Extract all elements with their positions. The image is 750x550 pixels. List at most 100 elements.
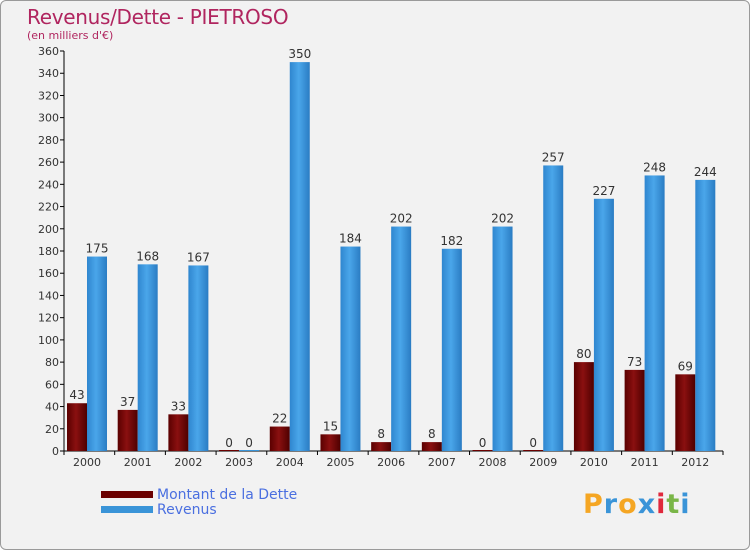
- bar-debt: [573, 362, 594, 451]
- data-label-debt: 0: [529, 436, 537, 450]
- data-label-revenue: 182: [440, 234, 463, 248]
- y-tick-label: 60: [45, 378, 59, 391]
- x-tick-label: 2008: [479, 456, 507, 469]
- logo-letter: t: [666, 489, 681, 520]
- y-tick-label: 260: [38, 156, 59, 169]
- data-label-debt: 73: [627, 355, 642, 369]
- x-tick-label: 2000: [73, 456, 101, 469]
- bars: [67, 62, 716, 451]
- data-label-debt: 15: [323, 419, 338, 433]
- x-tick-label: 2006: [377, 456, 405, 469]
- y-tick-label: 220: [38, 201, 59, 214]
- y-tick-label: 240: [38, 178, 59, 191]
- legend-swatch-revenue: [101, 506, 153, 513]
- data-label-debt: 69: [678, 359, 693, 373]
- bar-revenue: [137, 264, 158, 451]
- logo-letter: i: [680, 489, 691, 520]
- y-tick-label: 0: [52, 445, 59, 458]
- bar-debt: [117, 409, 138, 451]
- bar-revenue: [340, 246, 361, 451]
- bar-revenue: [87, 256, 107, 451]
- x-tick-label: 2004: [276, 456, 304, 469]
- data-label-revenue: 248: [643, 160, 666, 174]
- bar-debt-zero: [219, 450, 240, 451]
- bar-revenue: [441, 248, 462, 451]
- x-tick-label: 2009: [529, 456, 557, 469]
- bar-revenue: [695, 179, 716, 451]
- legend-swatch-debt: [101, 491, 153, 498]
- bar-debt: [624, 369, 645, 451]
- bar-revenue: [391, 226, 412, 451]
- bar-debt: [320, 434, 341, 451]
- data-label-revenue: 227: [592, 184, 615, 198]
- bar-revenue: [644, 175, 665, 451]
- legend-item-revenue: Revenus: [101, 501, 297, 518]
- bar-revenue-zero: [239, 450, 260, 451]
- y-tick-label: 340: [38, 67, 59, 80]
- legend: Montant de la Dette Revenus: [101, 486, 298, 518]
- data-label-debt: 22: [272, 412, 287, 426]
- legend-item-debt: Montant de la Dette: [101, 486, 298, 503]
- data-label-revenue: 202: [390, 212, 413, 226]
- y-tick-label: 280: [38, 134, 59, 147]
- legend-label-revenue: Revenus: [157, 501, 217, 518]
- data-label-revenue: 257: [542, 150, 565, 164]
- data-label-revenue: 244: [694, 165, 717, 179]
- logo-letter: P: [583, 489, 604, 520]
- legend-label-debt: Montant de la Dette: [157, 486, 298, 503]
- bar-revenue: [188, 265, 209, 451]
- data-label-revenue: 184: [339, 232, 362, 246]
- bar-debt: [269, 426, 290, 451]
- data-label-debt: 0: [479, 436, 487, 450]
- bar-debt: [675, 374, 696, 451]
- proxiti-logo: Proxiti: [583, 489, 691, 520]
- data-label-debt: 80: [576, 347, 591, 361]
- y-tick-label: 180: [38, 245, 59, 258]
- y-tick-label: 80: [45, 356, 59, 369]
- data-label-revenue: 350: [288, 47, 311, 61]
- x-tick-label: 2001: [124, 456, 152, 469]
- y-tick-label: 120: [38, 312, 59, 325]
- data-label-debt: 43: [69, 388, 84, 402]
- data-label-debt: 0: [225, 436, 233, 450]
- data-label-revenue: 167: [187, 250, 210, 264]
- data-label-revenue: 168: [136, 249, 159, 263]
- bar-revenue: [543, 165, 564, 451]
- bar-revenue: [289, 62, 310, 451]
- data-label-revenue: 0: [245, 436, 253, 450]
- x-tick-label: 2010: [580, 456, 608, 469]
- data-label-debt: 8: [377, 427, 385, 441]
- data-label-revenue: 202: [491, 212, 514, 226]
- bar-revenue: [492, 226, 513, 451]
- logo-letter: i: [656, 489, 667, 520]
- chart-title: Revenus/Dette - PIETROSO: [27, 5, 289, 29]
- y-tick-label: 300: [38, 112, 59, 125]
- x-tick-label: 2002: [174, 456, 202, 469]
- data-label-revenue: 175: [86, 242, 109, 256]
- y-tick-label: 20: [45, 423, 59, 436]
- x-tick-label: 2012: [681, 456, 709, 469]
- x-tick-label: 2003: [225, 456, 253, 469]
- y-tick-label: 140: [38, 289, 59, 302]
- bar-debt: [421, 442, 442, 451]
- bar-revenue: [593, 198, 614, 451]
- data-label-debt: 37: [120, 395, 135, 409]
- data-label-debt: 8: [428, 427, 436, 441]
- x-tick-label: 2011: [631, 456, 659, 469]
- logo-letter: o: [618, 489, 638, 520]
- x-tick-label: 2007: [428, 456, 456, 469]
- logo-letter: x: [637, 489, 657, 520]
- bar-debt-zero: [472, 450, 493, 451]
- y-tick-label: 200: [38, 223, 59, 236]
- axes: 0204060801001201401601802002202402602803…: [38, 45, 724, 469]
- data-label-debt: 33: [171, 399, 186, 413]
- bar-debt: [168, 414, 189, 451]
- chart-subtitle: (en milliers d'€): [27, 29, 114, 42]
- logo-letter: r: [603, 489, 619, 520]
- bar-debt: [371, 442, 392, 451]
- y-tick-label: 40: [45, 401, 59, 414]
- y-tick-label: 160: [38, 267, 59, 280]
